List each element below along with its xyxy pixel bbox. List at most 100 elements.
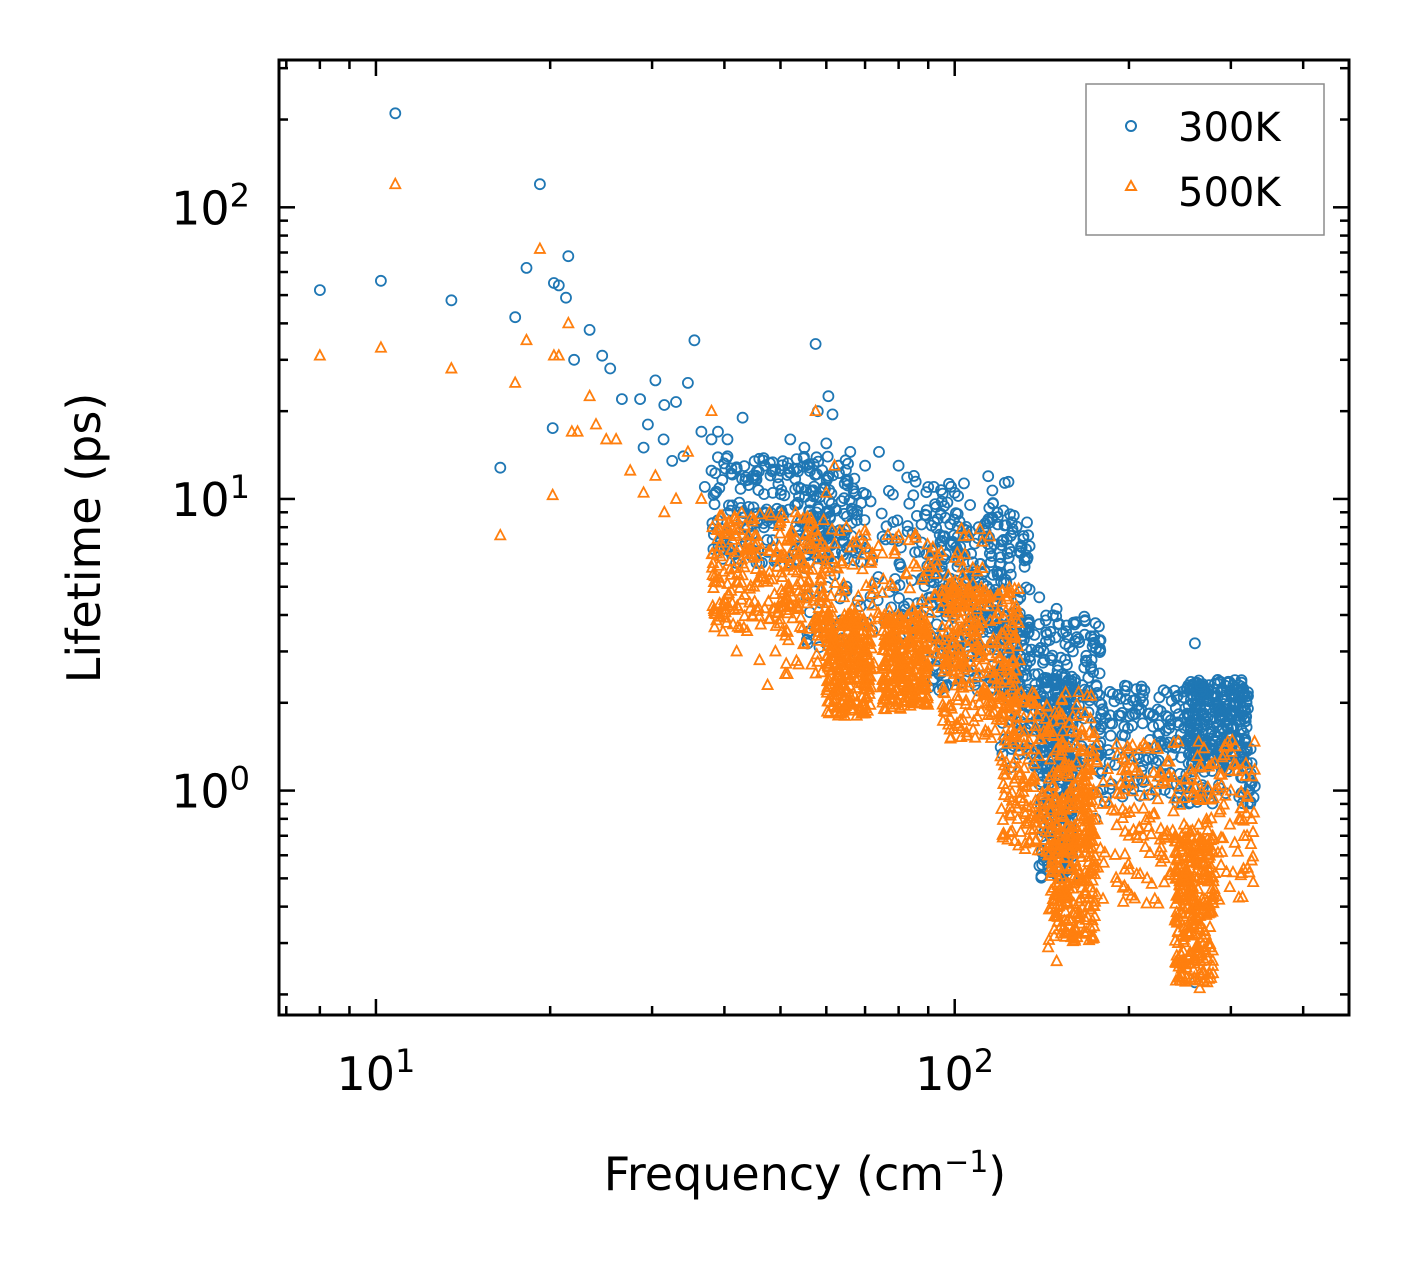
point-500k bbox=[1067, 818, 1081, 831]
point-500k bbox=[1186, 785, 1200, 798]
point-500k bbox=[1197, 740, 1211, 754]
point-500k bbox=[917, 569, 931, 582]
point-500k bbox=[1004, 667, 1018, 680]
point-500k bbox=[725, 595, 739, 609]
point-500k bbox=[1145, 782, 1159, 796]
point-300k bbox=[634, 393, 646, 406]
point-500k bbox=[1199, 902, 1213, 916]
point-500k bbox=[930, 559, 944, 573]
point-500k bbox=[884, 631, 898, 644]
point-500k bbox=[1074, 830, 1088, 843]
point-500k bbox=[1193, 916, 1207, 930]
point-500k bbox=[1083, 861, 1097, 874]
point-500k bbox=[723, 562, 737, 575]
point-500k bbox=[988, 722, 1002, 736]
point-500k bbox=[920, 634, 934, 647]
point-500k bbox=[907, 672, 921, 685]
point-500k bbox=[1002, 580, 1016, 593]
point-500k bbox=[919, 666, 933, 679]
point-500k bbox=[1055, 760, 1069, 773]
point-500k bbox=[1179, 970, 1193, 983]
point-300k bbox=[930, 618, 943, 631]
point-500k bbox=[1090, 886, 1104, 900]
point-500k bbox=[957, 528, 971, 542]
point-500k bbox=[1009, 709, 1023, 722]
point-500k bbox=[944, 730, 958, 743]
point-500k bbox=[1000, 736, 1014, 749]
point-500k bbox=[962, 581, 976, 595]
point-500k bbox=[974, 703, 988, 717]
point-500k bbox=[1161, 753, 1175, 767]
point-500k bbox=[950, 545, 964, 558]
point-500k bbox=[857, 674, 871, 688]
point-500k bbox=[1193, 948, 1207, 961]
point-500k bbox=[837, 657, 851, 670]
point-500k bbox=[1077, 811, 1091, 824]
point-300k bbox=[1023, 651, 1036, 663]
point-300k bbox=[1067, 645, 1079, 658]
point-300k bbox=[670, 396, 682, 408]
point-500k bbox=[1133, 866, 1147, 879]
point-500k bbox=[929, 566, 943, 579]
point-500k bbox=[884, 667, 898, 681]
point-500k bbox=[1007, 629, 1020, 643]
point-500k bbox=[884, 576, 898, 589]
point-500k bbox=[1050, 953, 1064, 967]
point-500k bbox=[1005, 615, 1019, 628]
point-500k bbox=[780, 533, 794, 546]
point-300k bbox=[774, 464, 787, 477]
point-500k bbox=[781, 579, 795, 592]
point-500k bbox=[960, 724, 974, 738]
point-500k bbox=[1078, 883, 1092, 896]
point-500k bbox=[519, 332, 533, 346]
point-300k bbox=[560, 291, 572, 304]
point-300k bbox=[1061, 659, 1073, 671]
point-500k bbox=[908, 530, 922, 543]
point-500k bbox=[965, 624, 979, 638]
point-500k bbox=[721, 576, 735, 589]
point-300k bbox=[748, 472, 760, 484]
point-500k bbox=[1206, 828, 1220, 841]
point-500k bbox=[723, 526, 737, 539]
point-500k bbox=[891, 651, 905, 664]
point-500k bbox=[1056, 723, 1070, 737]
point-500k bbox=[1128, 891, 1142, 904]
point-500k bbox=[865, 553, 879, 566]
point-500k bbox=[790, 510, 804, 524]
point-300k bbox=[1119, 685, 1131, 697]
point-500k bbox=[1223, 879, 1237, 893]
point-500k bbox=[1144, 826, 1158, 840]
point-500k bbox=[994, 801, 1008, 814]
scatter-points bbox=[313, 107, 1262, 994]
point-500k bbox=[1084, 822, 1098, 835]
point-500k bbox=[859, 618, 873, 631]
point-500k bbox=[919, 660, 933, 673]
point-300k bbox=[843, 494, 856, 507]
point-500k bbox=[1043, 801, 1057, 815]
point-500k bbox=[1169, 834, 1183, 847]
point-500k bbox=[921, 556, 935, 569]
point-500k bbox=[1009, 727, 1023, 741]
point-500k bbox=[987, 704, 1001, 718]
point-300k bbox=[1202, 695, 1214, 707]
point-500k bbox=[797, 556, 811, 569]
point-500k bbox=[1126, 783, 1140, 797]
point-300k bbox=[1211, 674, 1224, 686]
point-500k bbox=[792, 596, 806, 609]
point-500k bbox=[1095, 796, 1109, 809]
point-500k bbox=[1059, 685, 1073, 698]
point-500k bbox=[888, 546, 902, 559]
point-300k bbox=[1021, 516, 1033, 529]
point-300k bbox=[1059, 653, 1072, 666]
point-300k bbox=[1095, 698, 1108, 711]
point-500k bbox=[912, 620, 926, 634]
point-500k bbox=[993, 650, 1007, 663]
point-300k bbox=[764, 469, 777, 482]
point-500k bbox=[767, 539, 781, 552]
point-500k bbox=[970, 564, 984, 577]
point-500k bbox=[851, 599, 865, 612]
point-500k bbox=[937, 699, 951, 713]
point-300k bbox=[738, 460, 751, 473]
point-500k bbox=[1140, 870, 1154, 884]
point-500k bbox=[716, 624, 730, 637]
